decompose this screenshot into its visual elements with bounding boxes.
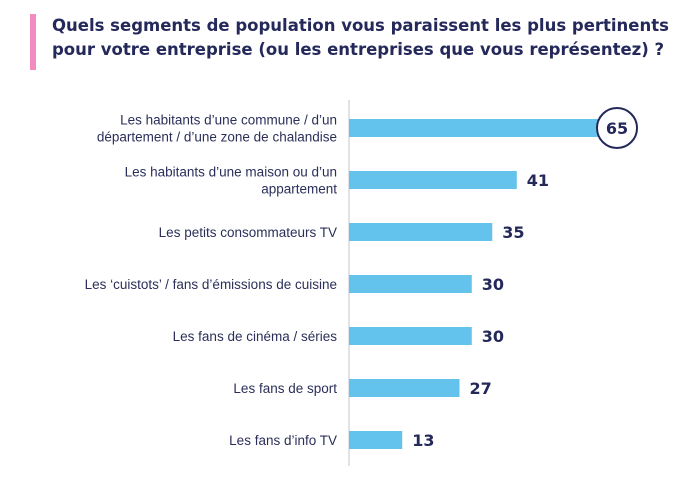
value-label: 65 bbox=[606, 119, 628, 138]
category-label: Les habitants d’une commune / d’un départ… bbox=[97, 113, 337, 145]
highlight-circle bbox=[596, 107, 638, 149]
category-label: Les fans de sport bbox=[233, 381, 337, 396]
bar bbox=[349, 327, 472, 345]
category-label: Les fans d’info TV bbox=[229, 433, 337, 448]
bar bbox=[349, 275, 472, 293]
bar bbox=[349, 171, 517, 189]
category-label: Les habitants d’une maison ou d’un appart… bbox=[125, 165, 338, 197]
bar bbox=[349, 223, 493, 241]
title-accent-bar bbox=[30, 14, 36, 70]
value-label: 30 bbox=[482, 327, 504, 346]
category-label: Les fans de cinéma / séries bbox=[173, 329, 338, 344]
value-label: 27 bbox=[469, 379, 491, 398]
value-label: 41 bbox=[527, 171, 549, 190]
category-label: Les petits consommateurs TV bbox=[159, 225, 337, 240]
category-label: Les ‘cuistots’ / fans d’émissions de cui… bbox=[85, 277, 337, 292]
value-label: 35 bbox=[502, 223, 524, 242]
bar bbox=[349, 379, 460, 397]
chart-title: Quels segments de population vous parais… bbox=[52, 16, 669, 59]
value-label: 30 bbox=[482, 275, 504, 294]
value-label: 13 bbox=[412, 431, 434, 450]
bar bbox=[349, 431, 403, 449]
bar bbox=[349, 119, 615, 137]
